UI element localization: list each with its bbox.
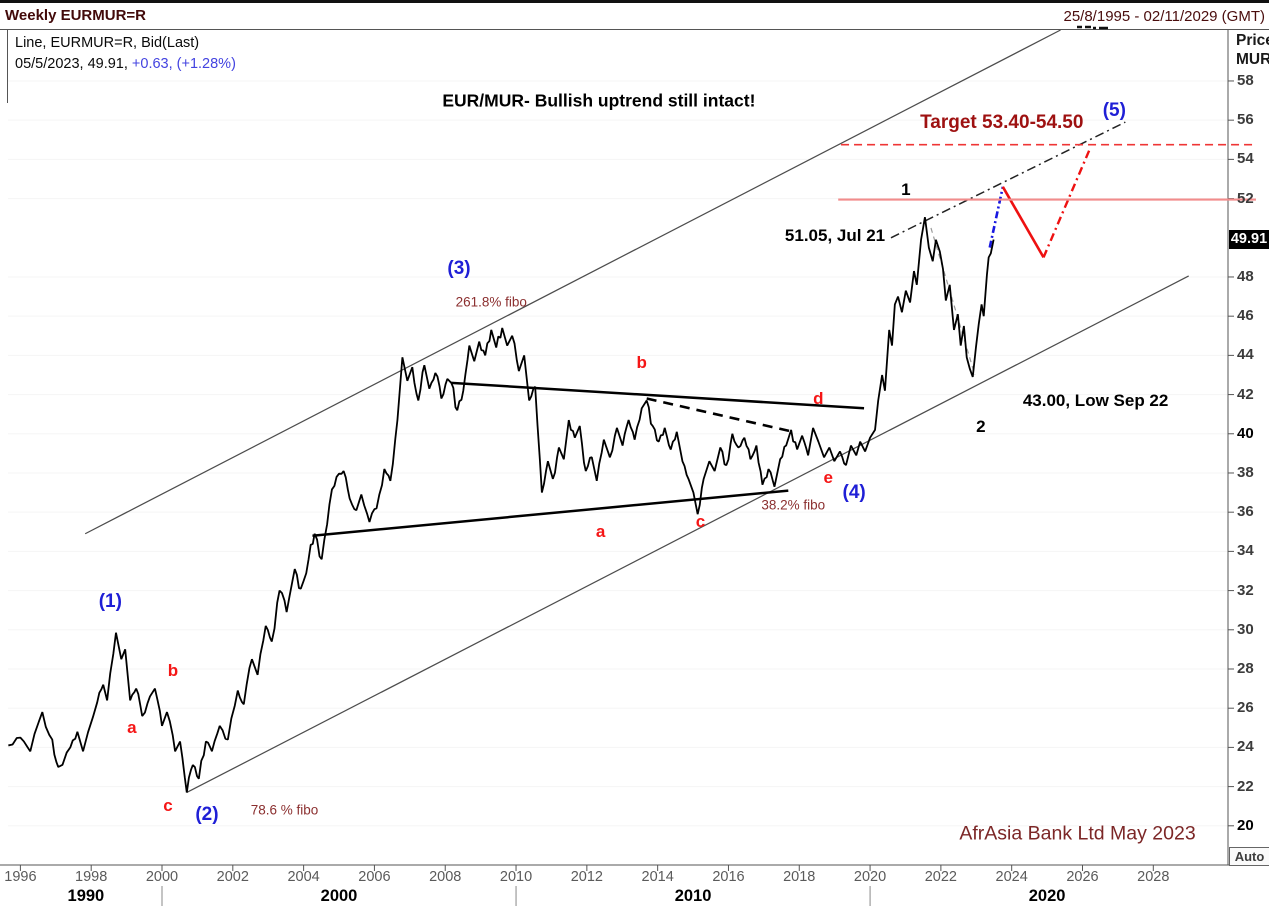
price-tick-label: 58 bbox=[1237, 71, 1254, 89]
year-tick-label: 2020 bbox=[853, 869, 887, 885]
price-tick-label: 22 bbox=[1237, 777, 1254, 795]
year-tick-label: 2026 bbox=[1066, 869, 1099, 885]
chart-headline: EUR/MUR- Bullish uptrend still intact! bbox=[442, 90, 756, 111]
letter-e2-label: e bbox=[823, 467, 834, 487]
wave-two-label: 2 bbox=[976, 416, 986, 436]
decline-gray-dashed bbox=[930, 227, 976, 376]
price-tick-label: 24 bbox=[1237, 738, 1254, 756]
chart-title: Weekly EURMUR=R bbox=[5, 7, 147, 24]
last-price-badge: 49.91 bbox=[1229, 229, 1269, 249]
fibo-2618-label: 261.8% fibo bbox=[455, 294, 527, 310]
price-tick-label: 36 bbox=[1237, 503, 1254, 521]
swing-low-label: 43.00, Low Sep 22 bbox=[1022, 391, 1169, 411]
letter-b2-label: b bbox=[636, 353, 647, 373]
price-tick-label: 30 bbox=[1237, 620, 1254, 638]
year-tick-label: 2010 bbox=[499, 869, 533, 885]
price-tick-label: 20 bbox=[1237, 816, 1254, 834]
fibo-382-label: 38.2% fibo bbox=[761, 497, 826, 513]
year-tick-label: 2022 bbox=[924, 869, 958, 885]
letter-c2-label: c bbox=[695, 511, 706, 531]
projection-red-down bbox=[1001, 186, 1045, 259]
price-tick-label: 48 bbox=[1237, 267, 1254, 285]
letter-c1-label: c bbox=[163, 796, 173, 816]
price-tick-label: 52 bbox=[1237, 189, 1254, 207]
year-tick-label: 1998 bbox=[75, 869, 108, 885]
wave-1-label: (1) bbox=[98, 591, 122, 613]
year-tick-label: 2024 bbox=[995, 869, 1028, 885]
letter-a2-label: a bbox=[595, 521, 606, 541]
price-tick-label: 54 bbox=[1237, 150, 1254, 168]
price-tick-label: 46 bbox=[1237, 307, 1254, 325]
decade-label: 1990 bbox=[67, 887, 105, 905]
wave-one-label: 1 bbox=[901, 179, 911, 199]
legend: Line, EURMUR=R, Bid(Last) 05/5/2023, 49.… bbox=[15, 33, 236, 75]
swing-high-label: 51.05, Jul 21 bbox=[784, 225, 886, 245]
price-tick-label: 32 bbox=[1237, 581, 1254, 599]
fibo-786-label: 78.6 % fibo bbox=[250, 802, 319, 818]
year-tick-label: 2006 bbox=[358, 869, 391, 885]
wave5-trend-dashdot bbox=[890, 121, 1126, 239]
price-tick-label: 42 bbox=[1237, 385, 1254, 403]
year-tick-label: 1996 bbox=[4, 869, 37, 885]
target-label: Target 53.40-54.50 bbox=[920, 112, 1084, 134]
price-line-series bbox=[8, 217, 995, 793]
decade-label: 2010 bbox=[674, 887, 712, 905]
legend-bracket bbox=[7, 29, 8, 103]
wave-2-label: (2) bbox=[195, 804, 219, 826]
year-tick-label: 2014 bbox=[641, 869, 674, 885]
letter-b1-label: b bbox=[167, 660, 179, 680]
wave-4-label: (4) bbox=[842, 481, 866, 503]
year-tick-label: 2004 bbox=[287, 869, 320, 885]
price-axis-header: Price MUR bbox=[1236, 31, 1269, 69]
wave-5-label: (5) bbox=[1102, 100, 1126, 122]
year-tick-label: 2018 bbox=[783, 869, 816, 885]
price-tick-label: 44 bbox=[1237, 346, 1254, 364]
wedge-dashed-line bbox=[646, 397, 794, 434]
titlebar-separator bbox=[0, 29, 1269, 30]
title-bar: Weekly EURMUR=R 25/8/1995 - 02/11/2029 (… bbox=[0, 3, 1269, 29]
year-tick-label: 2008 bbox=[429, 869, 462, 885]
price-tick-label: 38 bbox=[1237, 463, 1254, 481]
upper-channel-line bbox=[84, 29, 1061, 535]
year-tick-label: 2028 bbox=[1137, 869, 1170, 885]
decade-label: 2020 bbox=[1028, 887, 1066, 905]
price-axis-currency: MUR bbox=[1236, 51, 1269, 68]
legend-change: +0.63, (+1.28%) bbox=[131, 56, 236, 72]
window-top-border bbox=[0, 0, 1269, 3]
decade-label: 2000 bbox=[320, 887, 358, 905]
price-tick-label: 56 bbox=[1237, 111, 1254, 129]
triangle-bottom-line bbox=[312, 489, 789, 537]
year-tick-label: 2000 bbox=[145, 869, 179, 885]
year-tick-label: 2016 bbox=[712, 869, 745, 885]
legend-date-price: 05/5/2023, 49.91, bbox=[15, 56, 132, 72]
price-tick-label: 40 bbox=[1237, 424, 1254, 442]
projection-red-up bbox=[1042, 149, 1091, 258]
credit-label: AfrAsia Bank Ltd May 2023 bbox=[959, 822, 1196, 845]
wave-3-label: (3) bbox=[447, 258, 471, 280]
legend-quote-line: 05/5/2023, 49.91, +0.63, (+1.28%) bbox=[15, 54, 236, 75]
price-tick-label: 28 bbox=[1237, 659, 1254, 677]
price-tick-label: 34 bbox=[1237, 542, 1254, 560]
price-axis-title: Price bbox=[1236, 32, 1269, 49]
triangle-top-line bbox=[451, 381, 865, 410]
year-tick-label: 2012 bbox=[570, 869, 603, 885]
lower-channel-line bbox=[186, 275, 1189, 794]
letter-d2-label: d bbox=[813, 389, 824, 409]
auto-scale-button[interactable]: Auto bbox=[1229, 847, 1269, 866]
price-tick-label: 26 bbox=[1237, 699, 1254, 717]
legend-series-label: Line, EURMUR=R, Bid(Last) bbox=[15, 35, 200, 51]
letter-a1-label: a bbox=[127, 717, 137, 737]
year-tick-label: 2002 bbox=[216, 869, 249, 885]
projection-blue-dashdot bbox=[988, 186, 1005, 248]
date-range-label: 25/8/1995 - 02/11/2029 (GMT) bbox=[1063, 8, 1265, 25]
